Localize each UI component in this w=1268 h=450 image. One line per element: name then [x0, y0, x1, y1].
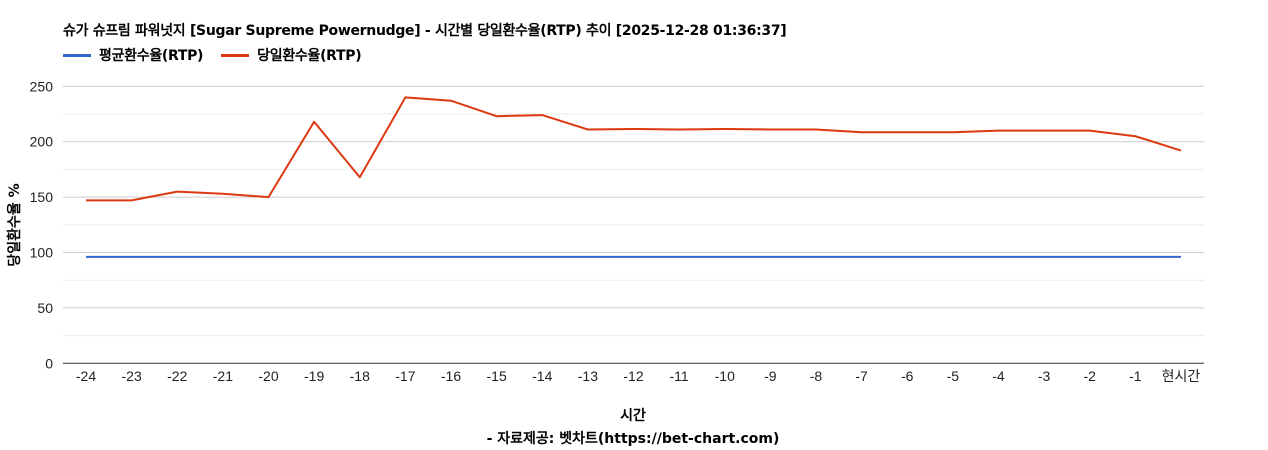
- x-tick-label: -19: [304, 368, 324, 384]
- source-credit: - 자료제공: 벳차트(https://bet-chart.com): [486, 431, 780, 447]
- x-tick-label: -24: [76, 368, 96, 384]
- legend-swatch-blue-icon: [63, 53, 91, 57]
- x-tick-label: -8: [810, 368, 823, 384]
- x-tick-label: -1: [1129, 368, 1142, 384]
- x-tick-label: -21: [213, 368, 233, 384]
- x-tick-label: -4: [992, 368, 1005, 384]
- y-tick-label: 200: [30, 134, 54, 150]
- legend-swatch-red-icon: [221, 53, 250, 57]
- y-tick-label: 50: [37, 300, 53, 316]
- legend-label: 평균환수율(RTP): [99, 48, 204, 64]
- x-tick-label: -16: [441, 368, 461, 384]
- x-tick-label: -20: [258, 368, 278, 384]
- x-tick-label: -15: [487, 368, 507, 384]
- x-tick-label: -17: [395, 368, 415, 384]
- x-tick-label: -7: [855, 368, 868, 384]
- x-tick-label: -2: [1084, 368, 1097, 384]
- daily-rtp-line[interactable]: [86, 96, 1182, 202]
- x-tick-label: -6: [901, 368, 914, 384]
- legend: 평균환수율(RTP) 당일환수율(RTP): [63, 45, 362, 65]
- x-tick-label: -12: [623, 368, 643, 384]
- y-tick-label: 100: [30, 245, 54, 261]
- x-tick-label: 현시간: [1162, 368, 1201, 384]
- legend-label: 당일환수율(RTP): [257, 48, 362, 64]
- y-tick-label: 0: [45, 355, 53, 371]
- chart-title: 슈가 슈프림 파워넛지 [Sugar Supreme Powernudge] -…: [63, 23, 787, 39]
- legend-item-average-rtp[interactable]: 평균환수율(RTP): [63, 45, 203, 65]
- x-tick-label: -9: [764, 368, 777, 384]
- y-tick-label: 250: [30, 78, 54, 94]
- y-axis-label: 당일환수율 %: [7, 183, 23, 267]
- x-tick-label: -18: [350, 368, 370, 384]
- x-tick-label: -23: [122, 368, 142, 384]
- x-tick-label: -3: [1038, 368, 1051, 384]
- x-tick-label: -13: [578, 368, 598, 384]
- y-tick-label: 150: [30, 189, 54, 205]
- x-tick-label: -11: [670, 368, 689, 384]
- x-tick-label: -5: [947, 368, 960, 384]
- x-axis-label: 시간: [620, 408, 646, 424]
- x-tick-label: -14: [532, 368, 552, 384]
- legend-item-daily-rtp[interactable]: 당일환수율(RTP): [221, 45, 362, 65]
- x-tick-label: -22: [167, 368, 187, 384]
- x-tick-label: -10: [715, 368, 735, 384]
